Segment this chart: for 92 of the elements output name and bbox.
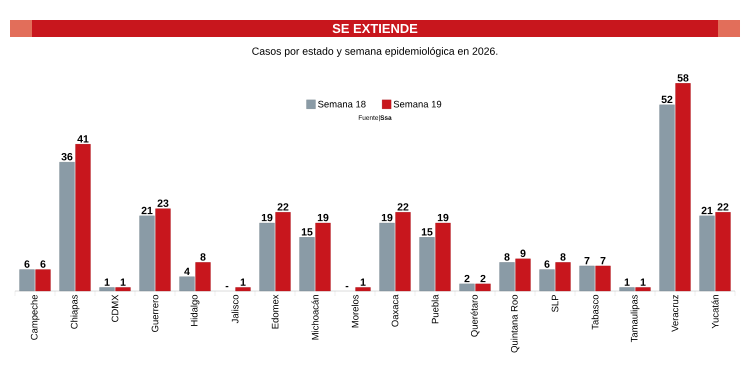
data-label: 6 [544, 260, 550, 268]
x-tick-label: Edomex [272, 294, 278, 328]
x-tick-label: Puebla [432, 294, 438, 324]
data-label: 4 [184, 268, 190, 275]
bar [475, 284, 491, 292]
bar [115, 287, 131, 292]
x-tick-label: Veracruz [672, 294, 678, 332]
bar [395, 212, 411, 292]
x-tick-label: Quintana Roo [510, 294, 520, 352]
data-label: 2 [480, 274, 486, 282]
data-label: 19 [438, 214, 448, 222]
text: - [346, 286, 348, 288]
x-tick-label: Yucatán [711, 295, 719, 329]
data-label: 22 [718, 203, 728, 211]
bar [659, 104, 675, 292]
bar [195, 262, 211, 292]
x-tick-label: Tabasco [592, 294, 598, 330]
data-label: 6 [24, 260, 30, 268]
data-label: 22 [278, 203, 288, 211]
bar [619, 287, 635, 292]
data-label: 6 [40, 260, 46, 268]
legend-label: Semana 19 [394, 100, 442, 108]
bar [315, 222, 331, 292]
bar [355, 287, 371, 292]
chart-subtitle: Casos por estado y semana epidemiológica en 2026. [252, 47, 498, 57]
data-label: 58 [678, 74, 688, 82]
x-tick-label: Guerrero [152, 294, 158, 332]
bar [99, 287, 115, 292]
bar [235, 287, 251, 292]
bar [155, 208, 171, 292]
data-label: 7 [600, 257, 606, 264]
data-label: 19 [382, 214, 392, 222]
data-label: 21 [142, 206, 153, 214]
x-tick-label: Querétaro [470, 294, 480, 337]
x-tick-label: Chiapas [70, 294, 80, 329]
bar [299, 237, 315, 292]
bar [179, 276, 195, 292]
data-label: 1 [624, 278, 630, 286]
data-label: 8 [200, 253, 206, 261]
x-tick-label: Michoacán [311, 295, 319, 340]
bar [499, 262, 515, 292]
bar [35, 269, 51, 292]
data-label: 52 [662, 96, 672, 104]
data-label: 1 [104, 278, 110, 286]
bar [419, 237, 435, 292]
bar [139, 216, 155, 292]
data-label: 1 [640, 278, 646, 286]
data-label: 21 [702, 206, 713, 214]
bar [459, 284, 475, 292]
bar [715, 212, 731, 292]
data-label: 36 [61, 152, 72, 160]
data-label: 1 [120, 278, 126, 286]
data-label: 19 [262, 214, 272, 222]
bar [19, 269, 35, 292]
bar [435, 222, 451, 292]
data-label: 1 [240, 278, 246, 286]
bar [259, 222, 275, 292]
data-label: 15 [422, 228, 433, 236]
data-label: 22 [398, 203, 408, 211]
x-tick-label: Tamaulipas [630, 294, 640, 342]
bar [75, 144, 91, 292]
bar [635, 287, 651, 292]
text: - [226, 286, 228, 288]
x-tick-label: Morelos [352, 294, 358, 328]
data-label: 41 [77, 135, 89, 142]
bar [595, 266, 611, 292]
bar [555, 262, 571, 292]
x-tick-label: Campeche [30, 294, 40, 340]
legend-label: Semana 18 [318, 100, 366, 108]
x-tick-label: Oaxaca [392, 294, 398, 327]
chart-title: SE EXTIENDE [332, 24, 418, 34]
data-label: 15 [302, 228, 313, 236]
data-label: 2 [464, 274, 470, 282]
bar [699, 216, 715, 292]
bar [515, 258, 531, 292]
x-tick-label: CDMX [112, 294, 118, 322]
data-label: 8 [560, 253, 566, 261]
bar [275, 212, 291, 292]
data-label: 23 [158, 200, 168, 207]
data-label: 1 [360, 278, 366, 286]
x-tick-label: Jalisco [232, 294, 238, 324]
data-label: 9 [520, 250, 526, 258]
data-label: 8 [504, 253, 510, 261]
x-tick-label: SLP [552, 295, 558, 312]
data-label: 7 [584, 257, 590, 264]
data-label: 19 [318, 214, 328, 222]
bar [675, 83, 691, 292]
bar [59, 162, 75, 292]
bar [379, 222, 395, 292]
bar [539, 269, 555, 292]
bar [579, 266, 595, 292]
x-tick-label: Hidalgo [190, 294, 200, 326]
